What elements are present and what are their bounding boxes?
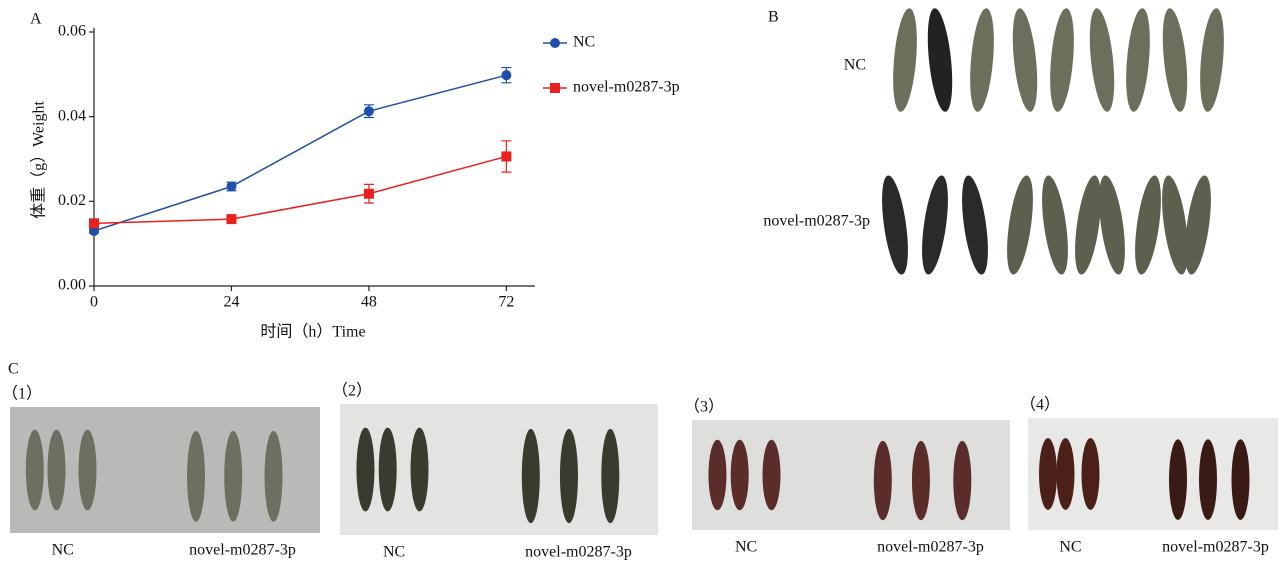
photo-caption: novel-m0287-3p (877, 539, 984, 556)
x-axis-label: 时间（h）Time (260, 323, 365, 341)
x-tick-label: 0 (90, 294, 98, 311)
larva (1169, 439, 1187, 520)
photo-label: （2） (332, 382, 372, 400)
larva (1056, 438, 1075, 510)
photo-caption: novel-m0287-3p (189, 542, 296, 559)
larva (1162, 8, 1188, 112)
larva (1200, 8, 1224, 112)
larva (962, 175, 988, 275)
larva (730, 439, 749, 511)
larva (873, 440, 892, 521)
y-tick-label: 0.00 (58, 277, 86, 294)
larva (521, 428, 540, 524)
larva (1089, 8, 1115, 112)
photo-caption: novel-m0287-3p (1162, 539, 1269, 556)
larva (410, 427, 429, 512)
x-tick-label: 24 (223, 294, 239, 311)
larva (224, 430, 243, 522)
photo-caption: NC (1059, 539, 1081, 556)
larva (1042, 175, 1068, 275)
larva (601, 428, 620, 524)
larva (1162, 175, 1188, 275)
larva (1099, 175, 1125, 275)
larva (1075, 175, 1101, 275)
x-tick-label: 72 (498, 294, 514, 311)
larva (1231, 439, 1250, 520)
larva (1081, 438, 1100, 510)
larva (1185, 175, 1211, 275)
y-tick-label: 0.02 (58, 192, 86, 209)
photo-caption: NC (52, 542, 74, 559)
row-label: novel-m0287-3p (763, 213, 870, 230)
legend-label: novel-m0287-3p (573, 79, 680, 96)
larva (893, 8, 917, 112)
larva (1039, 438, 1057, 510)
panel-label: A (30, 11, 42, 28)
data-point (501, 70, 512, 81)
photo-caption: NC (383, 544, 405, 561)
larva (882, 175, 908, 275)
larva (1199, 439, 1217, 520)
panel-label: B (768, 9, 779, 26)
larva (559, 428, 578, 524)
data-point (363, 106, 374, 117)
larva (25, 429, 44, 511)
data-point (226, 214, 237, 225)
row-label: NC (844, 57, 866, 74)
larva (762, 439, 781, 511)
photo-label: （3） (684, 398, 724, 416)
legend-marker (550, 38, 560, 48)
larva (911, 440, 930, 521)
photo-caption: NC (735, 539, 757, 556)
data-point (226, 181, 237, 192)
larva (927, 8, 953, 112)
larva (1007, 175, 1033, 275)
larva (47, 429, 66, 511)
larva (922, 175, 948, 275)
larva (264, 430, 283, 522)
larva (356, 427, 375, 512)
larva (187, 430, 205, 522)
data-point (501, 151, 512, 162)
series-line (93, 155, 507, 225)
series-line (93, 74, 507, 232)
larva (953, 440, 972, 521)
photo-label: （1） (2, 385, 42, 403)
y-tick-label: 0.04 (58, 107, 86, 124)
larva (708, 439, 727, 511)
photo-label: （4） (1020, 396, 1060, 414)
larva (1126, 8, 1150, 112)
data-point (363, 188, 374, 199)
larva (1135, 175, 1161, 275)
larva (378, 427, 397, 512)
data-point (89, 218, 99, 229)
photo-caption: novel-m0287-3p (525, 544, 632, 561)
legend-label: NC (573, 34, 595, 51)
panel-label: C (8, 361, 19, 378)
y-tick-label: 0.06 (58, 23, 86, 40)
y-axis-label: 体重（g）Weight (30, 101, 48, 219)
legend-marker (550, 83, 560, 93)
larva (1050, 8, 1074, 112)
x-tick-label: 48 (361, 294, 377, 311)
larva (78, 429, 97, 511)
larva (1012, 8, 1038, 112)
larva (970, 8, 994, 112)
data-point (89, 225, 99, 236)
